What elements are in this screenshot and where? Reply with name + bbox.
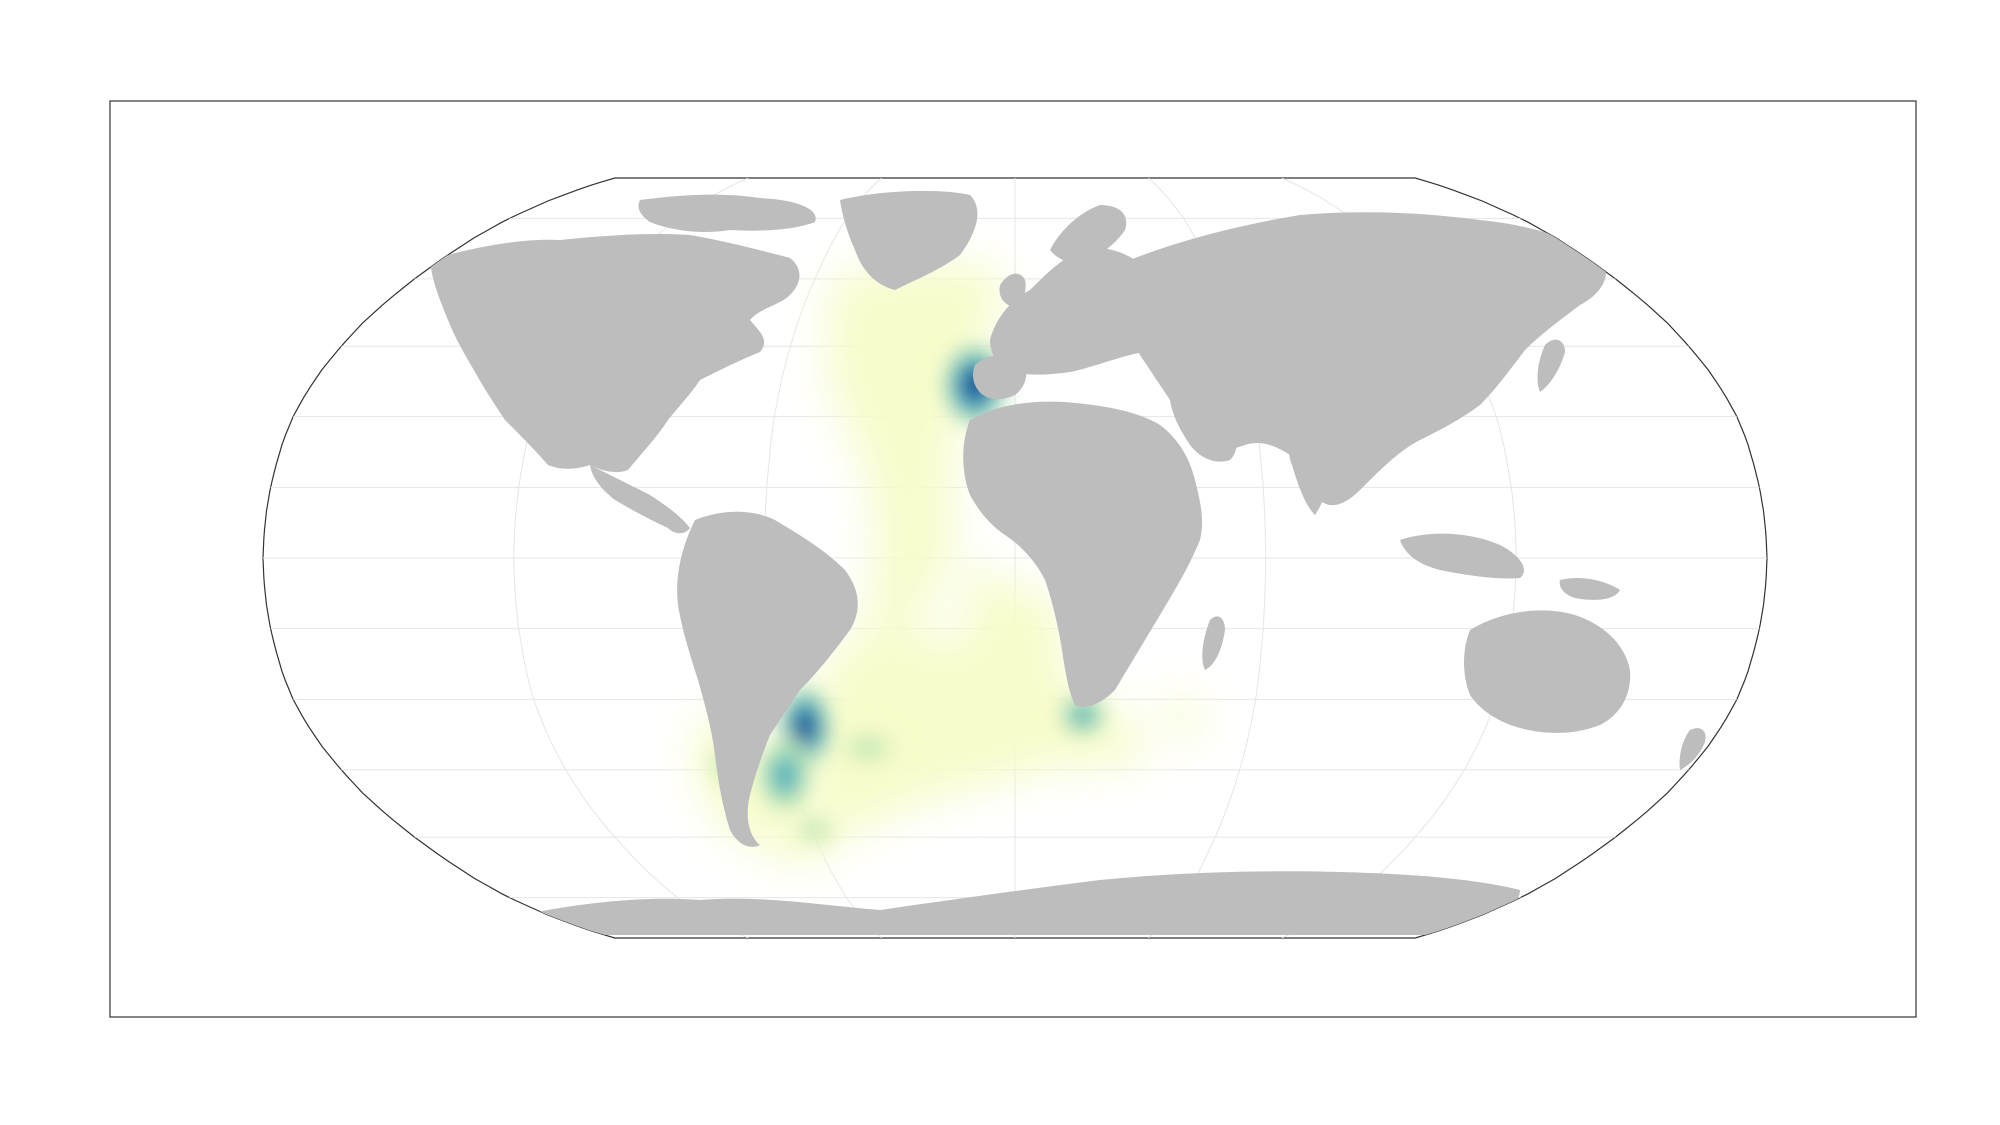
north-america bbox=[430, 233, 800, 473]
british-isles bbox=[999, 273, 1026, 306]
map-frame bbox=[109, 100, 1917, 1018]
central-america bbox=[590, 465, 690, 534]
arctic-islands bbox=[638, 194, 816, 233]
iberia bbox=[973, 354, 1027, 400]
india bbox=[1288, 439, 1331, 515]
new-guinea bbox=[1559, 578, 1620, 600]
land-layer bbox=[430, 190, 1706, 935]
arabian-peninsula bbox=[1170, 399, 1237, 462]
australia bbox=[1464, 610, 1631, 733]
asia bbox=[1128, 212, 1607, 506]
greenland bbox=[840, 190, 978, 290]
new-zealand bbox=[1679, 728, 1706, 770]
scandinavia bbox=[1050, 205, 1127, 263]
africa bbox=[963, 401, 1203, 707]
southeast-asia-islands bbox=[1400, 533, 1524, 579]
japan bbox=[1537, 339, 1565, 392]
antarctica bbox=[500, 871, 1520, 935]
madagascar bbox=[1202, 616, 1225, 670]
south-america bbox=[677, 511, 858, 847]
